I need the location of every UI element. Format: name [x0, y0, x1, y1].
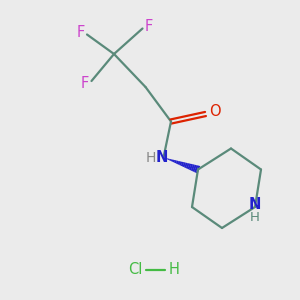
Text: Cl: Cl: [128, 262, 142, 278]
Text: H: H: [250, 211, 260, 224]
Text: F: F: [76, 25, 85, 40]
Text: N: N: [249, 197, 261, 212]
Text: H: H: [146, 151, 156, 164]
Text: N: N: [156, 150, 168, 165]
Text: F: F: [81, 76, 89, 91]
Text: F: F: [145, 19, 153, 34]
Text: H: H: [169, 262, 179, 278]
Text: O: O: [209, 104, 220, 119]
